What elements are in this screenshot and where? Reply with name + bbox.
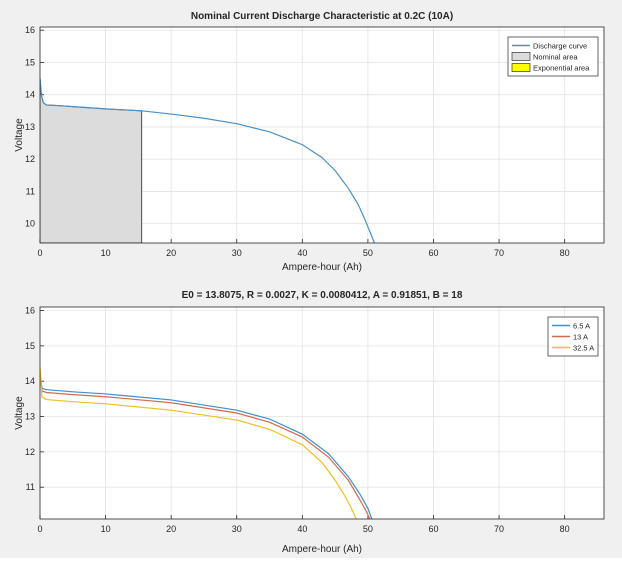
x-tick-label: 50 [363, 248, 373, 258]
y-tick-label: 11 [26, 186, 35, 196]
y-tick-label: 14 [25, 90, 35, 100]
x-tick-label: 20 [166, 248, 176, 258]
x-tick-label: 0 [37, 248, 42, 258]
legend-area-swatch [511, 63, 531, 72]
plot-area [40, 307, 604, 519]
axes-frame [39, 26, 605, 244]
y-tick-label: 12 [25, 447, 35, 457]
chart-discharge-currents: 0 10 20 30 40 50 60 70 80 11 12 13 14 15 16 E0 = 13.807… [14, 290, 605, 555]
x-tick-label: 40 [297, 248, 307, 258]
data-layer [40, 367, 373, 519]
x-tick-label: 10 [101, 248, 111, 258]
legend-label: Exponential area [533, 64, 590, 73]
x-tick-label: 10 [101, 524, 111, 534]
series-line-2 [40, 367, 357, 519]
x-tick-label: 0 [37, 524, 42, 534]
y-tick-label: 12 [25, 154, 35, 164]
legend-label: 32.5 A [573, 344, 594, 353]
y-axis-label: Voltage [14, 118, 25, 152]
chart-nominal-discharge: 0 10 20 30 40 50 60 70 80 10 11 12 13 14 15 16 Nominal C… [14, 11, 605, 273]
y-tick-label: 14 [25, 376, 35, 386]
legend-label: 6.5 A [573, 322, 590, 331]
y-tick-label: 15 [25, 57, 35, 67]
x-tick-label: 30 [232, 524, 242, 534]
series-line-1 [40, 370, 371, 519]
x-tick-label: 70 [494, 524, 504, 534]
y-tick-label: 10 [25, 219, 35, 229]
x-tick-label: 80 [560, 248, 570, 258]
x-tick-label: 20 [166, 524, 176, 534]
legend-area-swatch [511, 52, 531, 61]
chart-title: Nominal Current Discharge Characteristic… [191, 11, 453, 22]
y-tick-label: 11 [26, 482, 35, 492]
legend: Discharge curve Nominal area Exponential a… [507, 36, 599, 77]
legend: 6.5 A 13 A 32.5 A [547, 316, 599, 357]
series-line-0 [40, 374, 373, 519]
chart-title: E0 = 13.8075, R = 0.0027, K = 0.0080412,… [182, 290, 463, 301]
y-axis-label: Voltage [14, 396, 25, 430]
x-tick-label: 60 [428, 524, 438, 534]
y-tick-label: 13 [25, 412, 35, 422]
y-tick-label: 16 [25, 306, 35, 316]
y-tick-label: 13 [25, 122, 35, 132]
x-tick-label: 60 [428, 248, 438, 258]
legend-label: 13 A [573, 333, 588, 342]
x-tick-label: 40 [297, 524, 307, 534]
legend-label: Discharge curve [533, 42, 587, 51]
x-tick-label: 70 [494, 248, 504, 258]
x-tick-label: 50 [363, 524, 373, 534]
legend-label: Nominal area [533, 53, 578, 62]
axes-frame [39, 306, 605, 520]
x-axis-label: Ampere-hour (Ah) [282, 544, 362, 555]
y-tick-label: 16 [25, 25, 35, 35]
x-tick-label: 80 [560, 524, 570, 534]
x-axis-label: Ampere-hour (Ah) [282, 262, 362, 273]
series-line-0 [40, 78, 376, 243]
x-tick-label: 30 [232, 248, 242, 258]
data-layer [40, 78, 376, 243]
y-tick-label: 15 [25, 341, 35, 351]
